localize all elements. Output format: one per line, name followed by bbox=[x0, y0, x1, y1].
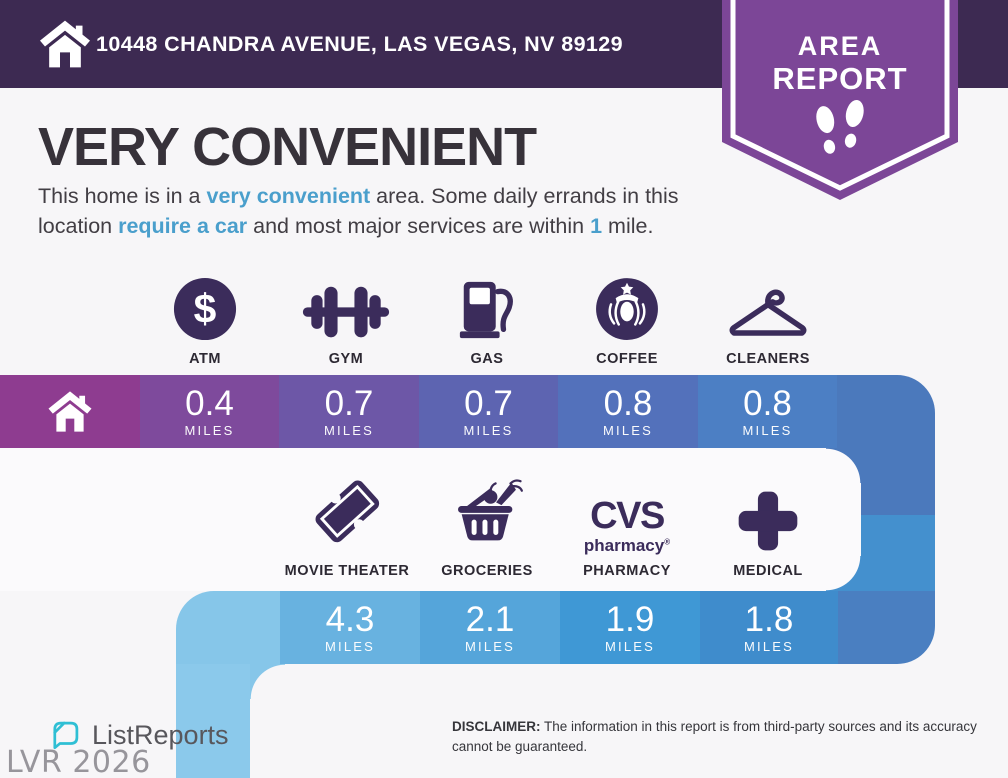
footprints-icon bbox=[816, 99, 864, 154]
distance-unit: MILES bbox=[602, 422, 653, 438]
snake-corner-top-right bbox=[826, 448, 861, 483]
distance-cell-coffee: 0.8 MILES bbox=[558, 375, 698, 448]
page-title: VERY CONVENIENT bbox=[38, 117, 537, 177]
distance-cell-groceries: 2.1 MILES bbox=[420, 591, 560, 664]
distance-value: 0.7 bbox=[464, 383, 513, 423]
poi-medical: MEDICAL bbox=[678, 480, 858, 579]
home-icon bbox=[48, 391, 92, 432]
distance-bar-row1: 0.4 MILES 0.7 MILES 0.7 MILES 0.8 MILES 0.8 M… bbox=[0, 375, 935, 448]
poi-label: GROCERIES bbox=[441, 563, 533, 579]
hanger-icon bbox=[724, 268, 812, 342]
distance-unit: MILES bbox=[742, 422, 793, 438]
disclaimer-text: The information in this report is from t… bbox=[452, 719, 977, 754]
disclaimer: DISCLAIMER: The information in this repo… bbox=[452, 717, 990, 756]
fuel-pump-icon bbox=[456, 268, 518, 342]
poi-gas: GAS bbox=[397, 268, 577, 367]
distance-value: 0.8 bbox=[743, 383, 792, 423]
listreports-logo: ListReports bbox=[48, 718, 229, 752]
poi-movie-theater: MOVIE THEATER bbox=[257, 480, 437, 579]
home-marker-cell bbox=[0, 375, 140, 448]
poi-label: MOVIE THEATER bbox=[284, 563, 410, 579]
snake-inner-panel bbox=[0, 448, 861, 591]
movie-ticket-icon bbox=[304, 480, 390, 554]
distance-unit: MILES bbox=[604, 638, 655, 654]
cvs-pharmacy-word: pharmacy® bbox=[583, 536, 671, 555]
poi-cleaners: CLEANERS bbox=[678, 268, 858, 367]
distance-unit: MILES bbox=[324, 638, 375, 654]
cvs-pharmacy-logo: CVS pharmacy® bbox=[584, 480, 670, 554]
home-icon bbox=[40, 20, 90, 68]
poi-label: GYM bbox=[328, 351, 364, 367]
area-report-badge: AREA REPORT bbox=[722, 0, 958, 205]
poi-label: COFFEE bbox=[596, 351, 658, 367]
distance-cell-movie-theater: 4.3 MILES bbox=[280, 591, 420, 664]
listreports-icon bbox=[53, 721, 79, 750]
badge-line2: REPORT bbox=[772, 61, 908, 96]
distance-unit: MILES bbox=[463, 422, 514, 438]
poi-label: MEDICAL bbox=[733, 563, 803, 579]
distance-unit: MILES bbox=[743, 638, 794, 654]
distance-cell-pharmacy: 1.9 MILES bbox=[560, 591, 700, 664]
distance-cell-gas: 0.7 MILES bbox=[419, 375, 558, 448]
distance-value: 4.3 bbox=[325, 599, 375, 639]
poi-pharmacy: CVS pharmacy® PHARMACY bbox=[537, 480, 717, 579]
dumbbell-icon bbox=[299, 268, 393, 342]
svg-text:$: $ bbox=[194, 286, 217, 332]
badge-ribbon-shape bbox=[722, 0, 958, 200]
distance-value: 2.1 bbox=[465, 599, 515, 639]
atm-icon: $ bbox=[172, 268, 238, 342]
brand-name: ListReports bbox=[92, 719, 229, 750]
coffee-siren-icon bbox=[594, 268, 660, 342]
distance-value: 1.9 bbox=[605, 599, 655, 639]
grocery-basket-icon bbox=[449, 479, 525, 554]
distance-cell-atm: 0.4 MILES bbox=[140, 375, 279, 448]
distance-value: 0.8 bbox=[603, 383, 653, 423]
distance-cell-medical: 1.8 MILES bbox=[700, 591, 838, 664]
poi-label: GAS bbox=[470, 351, 504, 367]
watermark: LVR 2026 bbox=[6, 745, 151, 778]
poi-coffee: COFFEE bbox=[537, 268, 717, 367]
medical-cross-icon bbox=[735, 480, 801, 554]
poi-label: CLEANERS bbox=[726, 351, 810, 367]
snake-corner-bottom-left bbox=[250, 664, 285, 699]
poi-atm: $ ATM bbox=[115, 268, 295, 367]
registered-mark: ® bbox=[664, 537, 671, 547]
poi-label: ATM bbox=[189, 351, 221, 367]
summary-paragraph: This home is in a very convenient area. … bbox=[38, 184, 679, 238]
distance-unit: MILES bbox=[323, 422, 374, 438]
distance-value: 0.4 bbox=[185, 383, 234, 423]
highlight-require-a-car: require a car bbox=[118, 214, 248, 238]
distance-bar-row2: 4.3 MILES 2.1 MILES 1.9 MILES 1.8 MILES bbox=[176, 591, 935, 664]
poi-groceries: GROCERIES bbox=[397, 479, 577, 579]
distance-cell-cleaners: 0.8 MILES bbox=[698, 375, 837, 448]
poi-label: PHARMACY bbox=[583, 563, 671, 579]
disclaimer-label: DISCLAIMER: bbox=[452, 719, 541, 734]
badge-line1: AREA bbox=[797, 31, 883, 61]
cvs-wordmark: CVS bbox=[590, 495, 665, 537]
highlight-very-convenient: very convenient bbox=[206, 184, 371, 208]
snake-corner-bottom-right bbox=[826, 556, 861, 591]
property-address: 10448 CHANDRA AVENUE, LAS VEGAS, NV 8912… bbox=[96, 31, 623, 56]
snake-right-connector bbox=[861, 413, 935, 626]
distance-cell-gym: 0.7 MILES bbox=[279, 375, 419, 448]
poi-gym: GYM bbox=[256, 268, 436, 367]
distance-value: 1.8 bbox=[744, 599, 794, 639]
highlight-one-mile: 1 bbox=[590, 214, 603, 238]
distance-unit: MILES bbox=[184, 422, 235, 438]
distance-value: 0.7 bbox=[324, 383, 374, 423]
distance-unit: MILES bbox=[464, 638, 515, 654]
